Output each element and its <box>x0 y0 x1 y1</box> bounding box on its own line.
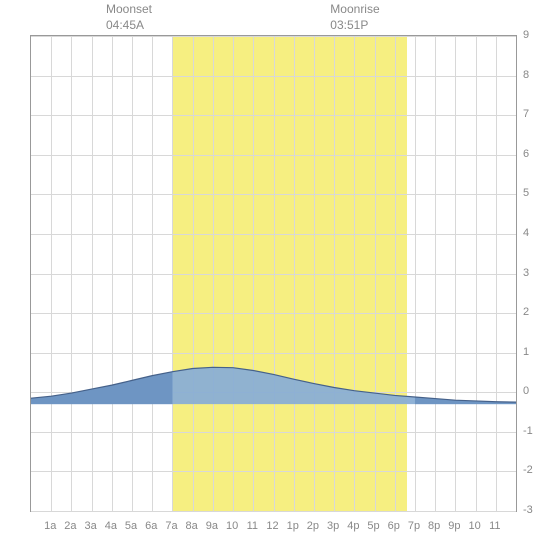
x-tick: 10 <box>226 520 238 532</box>
y-tick: -2 <box>523 464 533 476</box>
x-tick: 1p <box>287 520 299 532</box>
y-tick: -3 <box>523 504 533 516</box>
y-tick: 5 <box>523 187 529 199</box>
x-tick: 9a <box>206 520 218 532</box>
y-tick: 6 <box>523 148 529 160</box>
x-tick: 10 <box>468 520 480 532</box>
y-tick: 8 <box>523 69 529 81</box>
x-tick: 7a <box>165 520 177 532</box>
x-tick: 9p <box>448 520 460 532</box>
x-tick: 2p <box>307 520 319 532</box>
moonrise-title: Moonrise <box>330 2 379 16</box>
y-tick: 2 <box>523 306 529 318</box>
x-tick: 12 <box>266 520 278 532</box>
y-tick: 0 <box>523 385 529 397</box>
x-tick: 1a <box>44 520 56 532</box>
moonset-title: Moonset <box>106 2 152 16</box>
y-tick: -1 <box>523 425 533 437</box>
plot-area <box>30 35 517 512</box>
y-tick: 1 <box>523 346 529 358</box>
y-tick: 4 <box>523 227 529 239</box>
y-tick: 3 <box>523 267 529 279</box>
x-tick: 6a <box>145 520 157 532</box>
x-tick: 3a <box>85 520 97 532</box>
x-tick: 3p <box>327 520 339 532</box>
x-tick: 11 <box>489 520 500 532</box>
tide-curve <box>31 36 516 511</box>
x-tick: 2a <box>64 520 76 532</box>
x-tick: 6p <box>388 520 400 532</box>
tide-chart: Moonset 04:45A Moonrise 03:51P 1a 2a 3a 4a 5… <box>0 0 550 550</box>
moonset-label: Moonset 04:45A <box>106 2 152 33</box>
x-tick: 8p <box>428 520 440 532</box>
y-tick: 9 <box>523 29 529 41</box>
x-tick: 4p <box>347 520 359 532</box>
x-tick: 5p <box>367 520 379 532</box>
y-tick: 7 <box>523 108 529 120</box>
x-tick: 5a <box>125 520 137 532</box>
x-tick: 7p <box>408 520 420 532</box>
moonrise-label: Moonrise 03:51P <box>330 2 379 33</box>
x-tick: 4a <box>105 520 117 532</box>
x-tick: 8a <box>186 520 198 532</box>
moonrise-time: 03:51P <box>330 18 368 32</box>
moonset-time: 04:45A <box>106 18 144 32</box>
x-tick: 11 <box>247 520 258 532</box>
